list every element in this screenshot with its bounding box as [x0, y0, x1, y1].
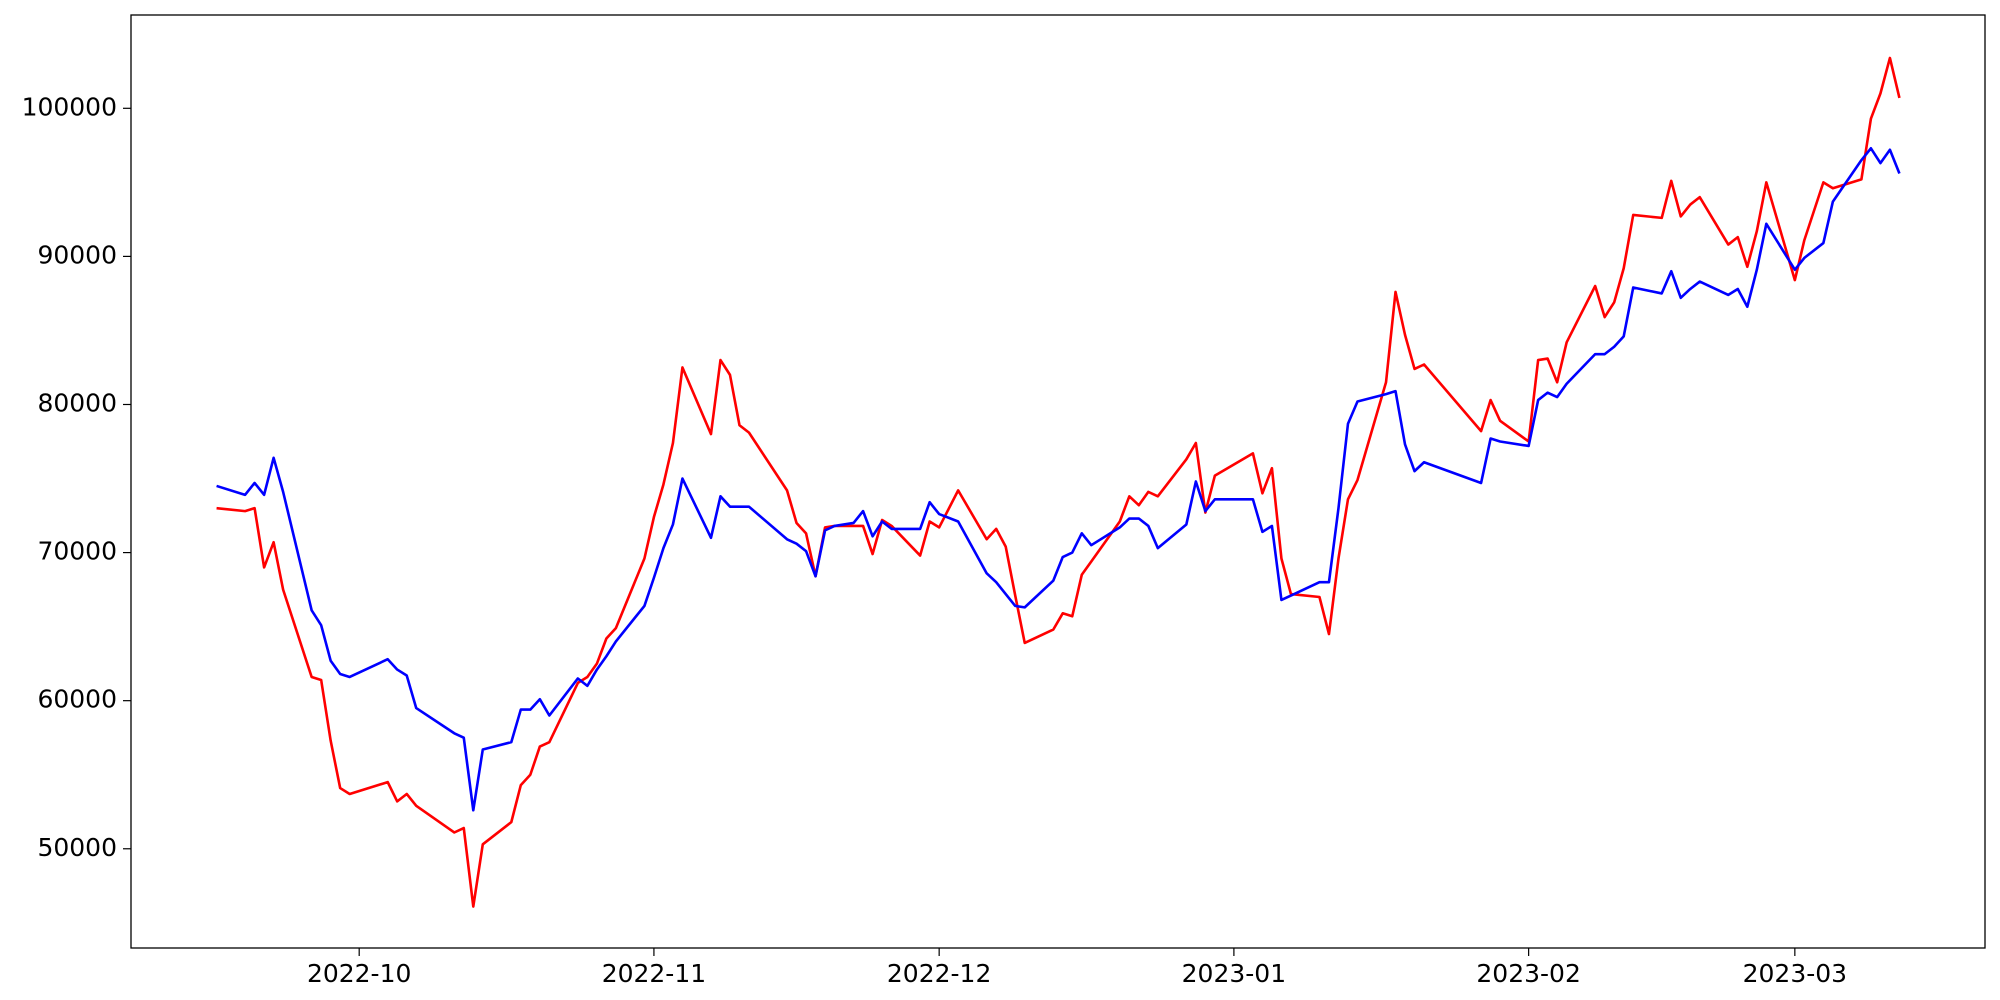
x-tick-label: 2023-03 — [1743, 959, 1847, 988]
x-tick-label: 2022-11 — [602, 959, 706, 988]
x-tick-label: 2022-12 — [887, 959, 991, 988]
y-tick-label: 90000 — [37, 240, 117, 269]
y-tick-label: 70000 — [37, 537, 117, 566]
x-tick-label: 2023-01 — [1182, 959, 1286, 988]
x-tick-label: 2023-02 — [1476, 959, 1580, 988]
y-tick-label: 50000 — [37, 833, 117, 862]
y-tick-label: 60000 — [37, 685, 117, 714]
y-tick-label: 100000 — [22, 92, 117, 121]
y-tick-label: 80000 — [37, 388, 117, 417]
series-line — [216, 56, 1901, 908]
x-tick-label: 2022-10 — [307, 959, 411, 988]
plot-frame — [130, 14, 1986, 949]
series-line — [216, 146, 1901, 812]
